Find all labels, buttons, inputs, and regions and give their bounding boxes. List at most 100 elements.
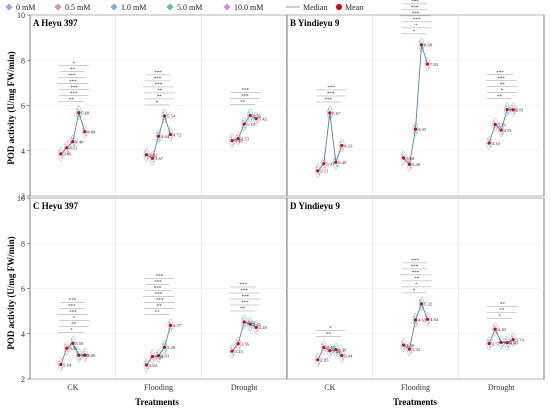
sig-stars: *** xyxy=(327,92,335,97)
replicate-point xyxy=(329,353,332,356)
violin xyxy=(82,124,88,140)
sig-stars: * xyxy=(498,314,501,319)
mean-label: 4.37 xyxy=(173,323,182,328)
replicate-point xyxy=(500,344,504,347)
violin xyxy=(253,320,259,335)
violin xyxy=(235,131,241,147)
y-axis-title-top: POD activity (U/mg FW/min) xyxy=(6,51,16,164)
legend-label-1: 0.5 mM xyxy=(65,3,90,12)
replicate-point xyxy=(255,120,259,124)
sig-stars: * xyxy=(70,328,73,333)
replicate-point xyxy=(339,351,343,354)
panel-2: B Yindieyu 93.113.435.673.494.23********… xyxy=(286,0,545,197)
sig-stars: *** xyxy=(241,301,249,306)
x-axis-title-right: Treatments xyxy=(393,397,437,407)
y-axis-title-bottom: POD activity (U/mg FW/min) xyxy=(6,236,16,349)
mean-point xyxy=(59,152,63,156)
mean-label: 3.86 xyxy=(63,152,72,157)
replicate-point xyxy=(60,366,63,370)
violin xyxy=(321,156,327,172)
violin xyxy=(406,156,413,172)
replicate-point xyxy=(170,327,173,330)
group-ck: 3.864.134.405.684.84***************** xyxy=(57,62,96,162)
group-drought: 3.233.564.524.424.28************** xyxy=(228,283,268,359)
sig-stars: *** xyxy=(156,299,164,304)
x-tick-label: CK xyxy=(67,383,78,392)
replicate-point xyxy=(243,126,247,129)
violin xyxy=(247,108,253,123)
replicate-point xyxy=(162,111,165,114)
y-tick-label: 4 xyxy=(21,147,25,156)
violin xyxy=(424,311,431,327)
mean-label: 3.43 xyxy=(326,161,335,166)
replicate-point xyxy=(341,357,344,360)
replicate-point xyxy=(493,324,496,328)
legend-label-2: 1.0 mM xyxy=(121,3,146,12)
violin xyxy=(155,128,162,144)
sig-stars: * xyxy=(329,327,332,332)
sig-stars: *** xyxy=(68,304,76,309)
mean-point xyxy=(401,156,406,160)
y-tick-label: 10 xyxy=(17,11,25,20)
replicate-point xyxy=(76,108,80,111)
sig-stars: * xyxy=(156,101,159,106)
violin xyxy=(504,102,510,117)
mean-point xyxy=(230,138,234,143)
mean-point xyxy=(156,353,161,358)
violin xyxy=(412,312,419,328)
sig-stars: *** xyxy=(411,259,419,264)
mean-label: 3.60 xyxy=(510,341,519,346)
violin xyxy=(339,348,345,363)
mean-label: 5.54 xyxy=(167,114,176,119)
replicate-point xyxy=(401,153,404,156)
violin xyxy=(235,336,241,352)
violin xyxy=(492,117,498,132)
mean-label: 3.58 xyxy=(75,341,84,346)
mean-point xyxy=(334,347,338,352)
mean-point xyxy=(328,111,332,115)
mean-point xyxy=(242,320,246,324)
replicate-point xyxy=(158,357,161,361)
panel-title: A Heyu 397 xyxy=(33,18,78,28)
replicate-point xyxy=(427,66,430,69)
mean-point xyxy=(77,353,81,357)
mean-label: 4.34 xyxy=(492,141,501,146)
mean-label: 5.68 xyxy=(81,111,90,116)
violin xyxy=(510,102,516,118)
x-axis-title-left: Treatments xyxy=(135,397,179,407)
replicate-point xyxy=(488,145,492,148)
replicate-point xyxy=(236,339,239,342)
replicate-point xyxy=(493,120,496,123)
legend: 0 mM 0.5 mM 1.0 mM 5.0 mM 10.0 mM Median Mean xyxy=(5,3,363,12)
replicate-point xyxy=(494,126,498,130)
replicate-point xyxy=(335,351,338,355)
mean-label: 4.52 xyxy=(247,320,256,325)
mean-label: 3.30 xyxy=(338,347,347,352)
replicate-point xyxy=(156,351,159,354)
replicate-point xyxy=(415,131,418,134)
replicate-point xyxy=(144,150,147,153)
y-tick-label: 2 xyxy=(21,192,25,201)
mean-point xyxy=(328,349,332,353)
sig-stars: ** xyxy=(499,308,505,313)
replicate-point xyxy=(321,343,325,346)
sig-stars: *** xyxy=(156,275,164,280)
replicate-point xyxy=(403,347,406,350)
sig-stars: *** xyxy=(327,86,335,91)
replicate-point xyxy=(164,349,167,352)
panel-title: B Yindieyu 9 xyxy=(290,18,340,28)
replicate-point xyxy=(231,142,235,146)
replicate-point xyxy=(170,136,173,139)
mean-label: 3.25 xyxy=(332,349,341,354)
mean-point xyxy=(150,156,155,160)
mean-point xyxy=(505,341,509,345)
mean-point xyxy=(419,302,424,306)
violin xyxy=(253,111,259,127)
mean-label: 5.81 xyxy=(516,108,525,113)
mean-label: 3.11 xyxy=(320,169,329,174)
mean-point xyxy=(59,362,63,367)
replicate-point xyxy=(249,117,253,120)
sig-stars: *** xyxy=(412,12,420,17)
sig-stars: *** xyxy=(413,18,421,23)
replicate-point xyxy=(401,340,404,343)
